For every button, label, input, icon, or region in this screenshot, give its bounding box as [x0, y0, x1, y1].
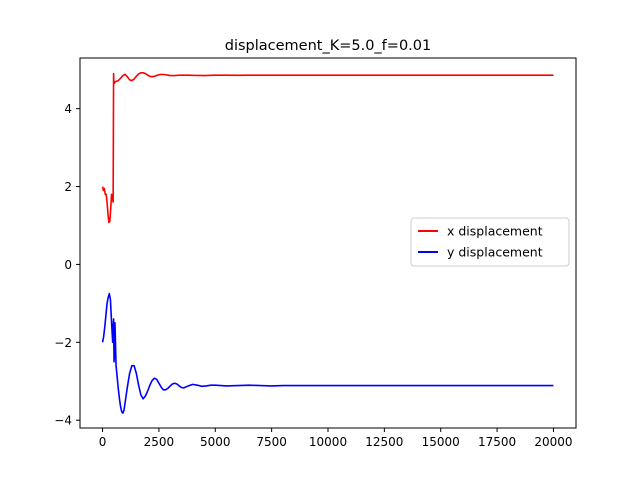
y-tick-label: 4	[64, 102, 72, 116]
plot-series	[101, 72, 554, 415]
x-tick-label: 20000	[534, 435, 572, 449]
chart-legend: x displacement y displacement	[410, 217, 570, 267]
x-tick-label: 17500	[478, 435, 516, 449]
x-tick-label: 2500	[144, 435, 175, 449]
y-tick-label: 2	[64, 180, 72, 194]
series-line-y-displacement	[101, 292, 554, 415]
x-tick-label: 7500	[256, 435, 287, 449]
y-tick-label: −2	[54, 336, 72, 350]
legend-label-x-displacement: x displacement	[447, 224, 543, 239]
series-line-x-displacement	[101, 72, 554, 224]
legend-box	[410, 217, 570, 267]
x-tick-label: 0	[99, 435, 107, 449]
x-tick-label: 15000	[422, 435, 460, 449]
y-tick-label: 0	[64, 258, 72, 272]
legend-label-y-displacement: y displacement	[447, 245, 543, 260]
x-tick-label: 5000	[200, 435, 231, 449]
chart-title: displacement_K=5.0_f=0.01	[225, 38, 431, 54]
y-axis-ticks: −4 −2 0 2 4	[54, 102, 80, 428]
x-axis-ticks: 0 2500 5000 7500 10000 12500 15000 17500 20000	[99, 428, 573, 449]
x-tick-label: 12500	[365, 435, 403, 449]
x-tick-label: 10000	[309, 435, 347, 449]
y-tick-label: −4	[54, 414, 72, 428]
